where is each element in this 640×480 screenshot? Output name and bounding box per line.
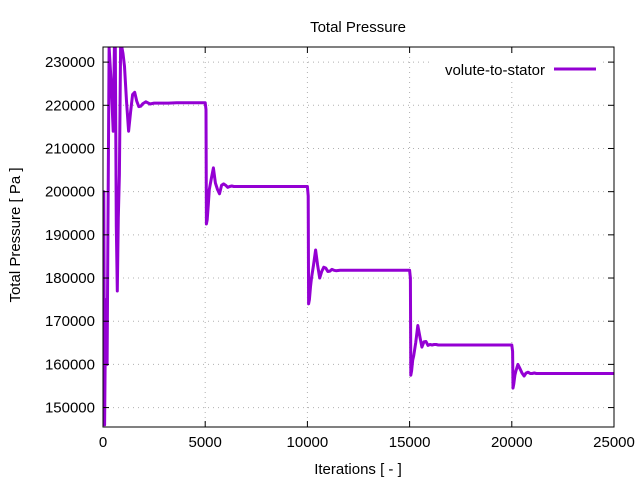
legend-label: volute-to-stator xyxy=(445,62,545,79)
y-tick-label: 200000 xyxy=(45,184,95,201)
ticks xyxy=(102,47,615,427)
series-layer xyxy=(103,47,614,427)
series-line-volute-to-stator xyxy=(103,47,614,427)
x-tick-label: 20000 xyxy=(491,434,533,451)
y-tick-label: 230000 xyxy=(45,54,95,71)
y-tick-label: 160000 xyxy=(45,356,95,373)
x-tick-label: 0 xyxy=(99,434,107,451)
y-axis-title: Total Pressure [ Pa ] xyxy=(7,167,24,302)
x-tick-label: 25000 xyxy=(593,434,635,451)
y-tick-label: 220000 xyxy=(45,97,95,114)
plot-frame xyxy=(102,46,615,428)
y-tick-label: 170000 xyxy=(45,313,95,330)
tick-labels: 0 5000 10000 15000 20000 25000 150000 160000 170… xyxy=(45,54,635,451)
grid-lines xyxy=(103,47,614,427)
x-axis-title: Iterations [ - ] xyxy=(314,461,402,478)
y-tick-label: 150000 xyxy=(45,400,95,417)
legend: volute-to-stator xyxy=(430,56,600,82)
y-tick-label: 210000 xyxy=(45,140,95,157)
chart-title: Total Pressure xyxy=(310,19,406,36)
y-tick-label: 190000 xyxy=(45,227,95,244)
x-tick-label: 5000 xyxy=(189,434,222,451)
y-tick-label: 180000 xyxy=(45,270,95,287)
x-tick-label: 15000 xyxy=(389,434,431,451)
x-tick-label: 10000 xyxy=(287,434,329,451)
